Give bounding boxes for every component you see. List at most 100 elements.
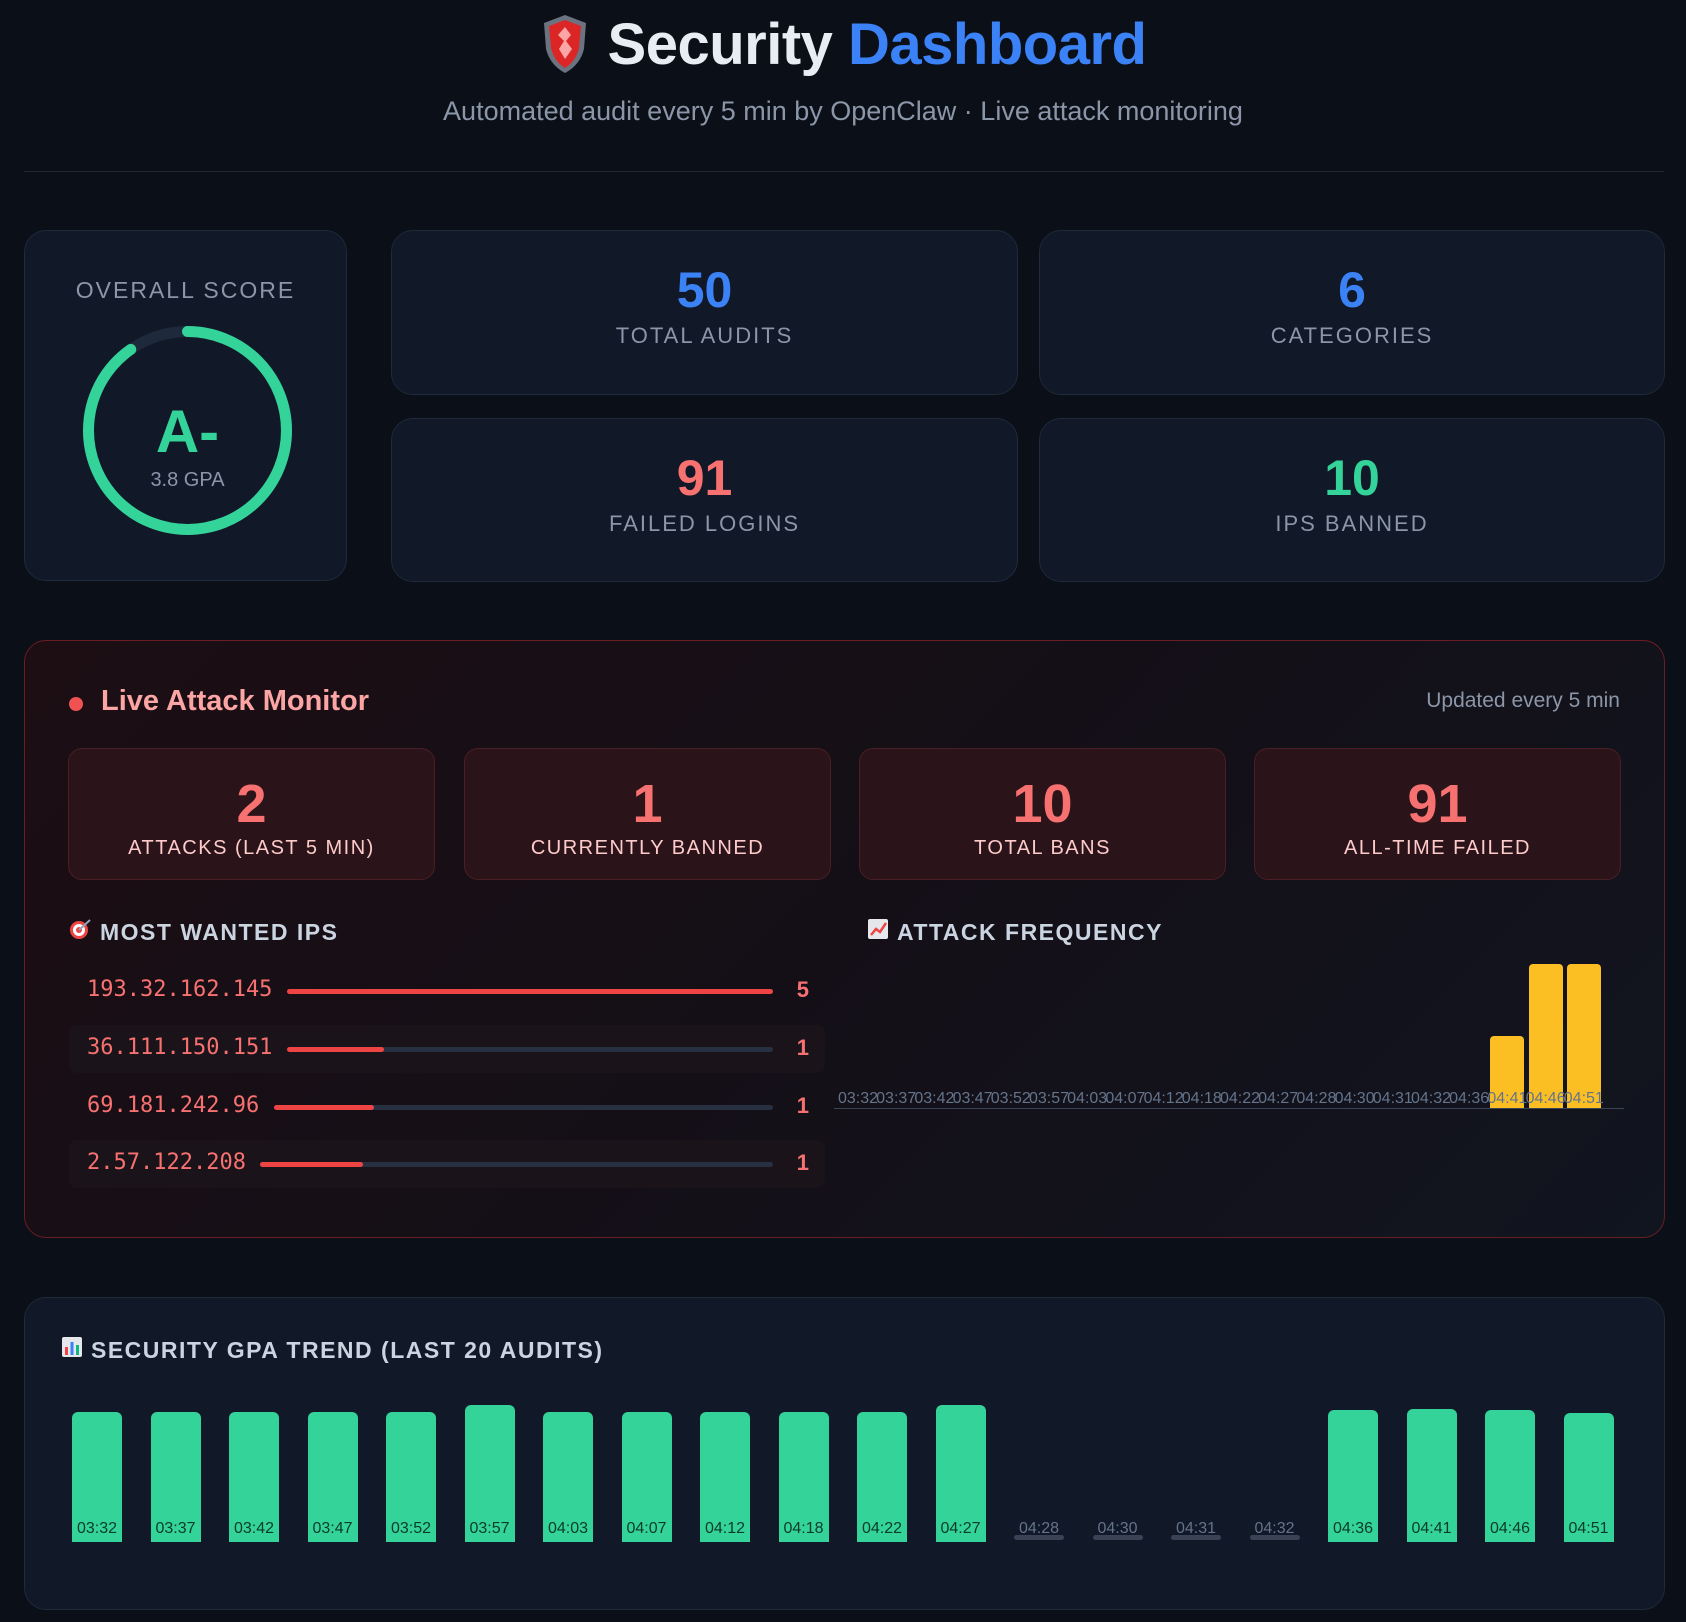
gpa-trend-bar (935, 1405, 986, 1542)
gpa-trend-tick-label: 04:07 (626, 1520, 667, 1537)
shield-icon (543, 15, 586, 73)
attack-frequency-bar (1566, 964, 1601, 1108)
gpa-trend-panel: SECURITY GPA TREND (LAST 20 AUDITS) (24, 1297, 1665, 1610)
gpa-trend-heading: SECURITY GPA TREND (LAST 20 AUDITS) (61, 1336, 604, 1364)
gpa-trend-tick-label: 04:36 (1332, 1520, 1374, 1537)
attack-frequency-tick-label: 04:27 (1258, 1090, 1299, 1107)
attack-frequency-tick-label: 03:47 (952, 1090, 993, 1107)
most-wanted-heading: MOST WANTED IPS (68, 918, 338, 946)
live-monitor-title: Live Attack Monitor (101, 685, 370, 717)
attack-frequency-bar (1528, 964, 1563, 1108)
gpa-trend-bar (700, 1411, 750, 1542)
live-attack-monitor: Live Attack Monitor Updated every 5 min … (24, 640, 1665, 1238)
metric-label: CURRENTLY BANNED (530, 837, 765, 859)
score-gpa: 3.8 GPA (150, 469, 225, 491)
metric-currently-banned: 1 CURRENTLY BANNED (464, 748, 831, 880)
gpa-trend-bar (621, 1411, 672, 1542)
gpa-trend-tick-label: 03:32 (76, 1520, 118, 1537)
attack-frequency-tick-label: 04:28 (1296, 1090, 1337, 1107)
gpa-trend-bar (857, 1411, 907, 1542)
gpa-trend-tick-label: 04:27 (940, 1520, 981, 1537)
gpa-trend-bar (778, 1411, 829, 1542)
attack-frequency-tick-label: 04:12 (1143, 1090, 1184, 1107)
most-wanted-title: MOST WANTED IPS (100, 919, 339, 945)
metric-label: ALL-TIME FAILED (1344, 837, 1531, 859)
wanted-ip-row: 2.57.122.208 1 (69, 1140, 825, 1188)
gpa-trend-tick-label: 04:28 (1018, 1520, 1060, 1537)
attack-frequency-tick-label: 03:57 (1028, 1090, 1070, 1107)
attack-frequency-tick-label: 03:32 (837, 1090, 879, 1107)
attack-frequency-tick-label: 04:22 (1219, 1090, 1261, 1107)
attack-frequency-heading: ATTACK FREQUENCY (867, 918, 1163, 946)
score-ring: A- 3.8 GPA (82, 325, 293, 536)
gpa-trend-tick-label: 04:18 (783, 1520, 824, 1537)
attack-frequency-title: ATTACK FREQUENCY (897, 919, 1163, 945)
gpa-trend-tick-label: 03:57 (469, 1520, 510, 1537)
gpa-trend-tick-label: 04:51 (1568, 1520, 1609, 1537)
stat-ips-banned: 10 IPS BANNED (1039, 418, 1665, 582)
gpa-trend-tick-label: 04:30 (1097, 1520, 1138, 1537)
gpa-trend-tick-label: 03:52 (390, 1520, 432, 1537)
stat-categories: 6 CATEGORIES (1039, 230, 1665, 395)
wanted-ip-address: 36.111.150.151 (87, 1035, 273, 1060)
gpa-trend-bar (1406, 1409, 1457, 1542)
stat-label: FAILED LOGINS (608, 511, 801, 536)
gpa-trend-tick-label: 04:32 (1254, 1520, 1295, 1537)
score-ring-progress (83, 326, 292, 535)
wanted-ip-row: 69.181.242.96 1 (69, 1083, 825, 1131)
metric-value: 10 (1012, 774, 1073, 834)
live-indicator-dot (69, 697, 83, 711)
gpa-trend-bar (1563, 1412, 1614, 1542)
gpa-trend-empty-bar (1014, 1535, 1064, 1540)
wanted-ip-bar-fill (260, 1162, 363, 1167)
metric-label: ATTACKS (LAST 5 MIN) (128, 837, 375, 859)
gpa-trend-bar (229, 1411, 279, 1542)
attack-frequency-tick-label: 04:07 (1105, 1090, 1146, 1107)
page-header: Security Dashboard Automated audit every… (0, 0, 1686, 127)
title-dashboard: Dashboard (848, 11, 1147, 77)
wanted-ip-bar-fill (274, 1105, 374, 1110)
stat-value: 50 (676, 262, 733, 318)
header-divider (24, 171, 1664, 172)
gpa-trend-bar (464, 1405, 515, 1542)
chart-up-icon (867, 918, 889, 946)
wanted-ip-bar (260, 1162, 773, 1167)
gpa-trend-title: SECURITY GPA TREND (LAST 20 AUDITS) (91, 1337, 604, 1363)
stat-label: TOTAL AUDITS (615, 323, 794, 348)
gpa-trend-tick-label: 04:46 (1489, 1520, 1531, 1537)
wanted-ip-address: 2.57.122.208 (87, 1150, 246, 1175)
wanted-ip-count: 1 (796, 1035, 809, 1060)
wanted-ip-bar (274, 1105, 773, 1110)
attack-frequency-axis (834, 1108, 1624, 1109)
gpa-trend-empty-bar (1092, 1535, 1143, 1540)
stat-label: IPS BANNED (1275, 511, 1429, 536)
score-grade: A- (155, 398, 220, 465)
gpa-trend-bar (1328, 1410, 1378, 1542)
stat-label: CATEGORIES (1270, 323, 1434, 348)
gpa-trend-tick-label: 04:12 (704, 1520, 746, 1537)
wanted-ip-count: 1 (796, 1093, 809, 1118)
attack-frequency-tick-label: 04:32 (1410, 1090, 1452, 1107)
gpa-trend-bar (386, 1411, 436, 1542)
stat-total-audits: 50 TOTAL AUDITS (391, 230, 1018, 395)
metric-label: TOTAL BANS (974, 837, 1111, 859)
gpa-trend-tick-label: 04:22 (861, 1520, 903, 1537)
metric-all-time-failed: 91 ALL-TIME FAILED (1254, 748, 1621, 880)
overall-score-card: OVERALL SCORE A- 3.8 GPA (24, 230, 347, 581)
wanted-ip-row: 193.32.162.145 5 (69, 967, 825, 1015)
metric-value: 2 (236, 774, 267, 834)
attack-frequency-tick-label: 03:52 (990, 1090, 1031, 1107)
gpa-trend-tick-label: 04:03 (547, 1520, 589, 1537)
attack-frequency-tick-label: 03:37 (876, 1090, 917, 1107)
wanted-ip-address: 69.181.242.96 (87, 1093, 260, 1118)
wanted-ip-bar (287, 1047, 773, 1052)
page-title: Security Dashboard (608, 11, 1147, 78)
attack-frequency-tick-label: 04:41 (1487, 1090, 1528, 1107)
gpa-trend-tick-label: 04:41 (1411, 1520, 1452, 1537)
wanted-ip-bar-fill (287, 989, 773, 994)
attack-frequency-tick-label: 04:18 (1181, 1090, 1222, 1107)
gpa-trend-tick-label: 04:31 (1175, 1520, 1217, 1537)
gpa-trend-tick-label: 03:37 (155, 1520, 196, 1537)
stat-value: 6 (1338, 262, 1366, 318)
wanted-ip-bar-fill (287, 1047, 385, 1052)
